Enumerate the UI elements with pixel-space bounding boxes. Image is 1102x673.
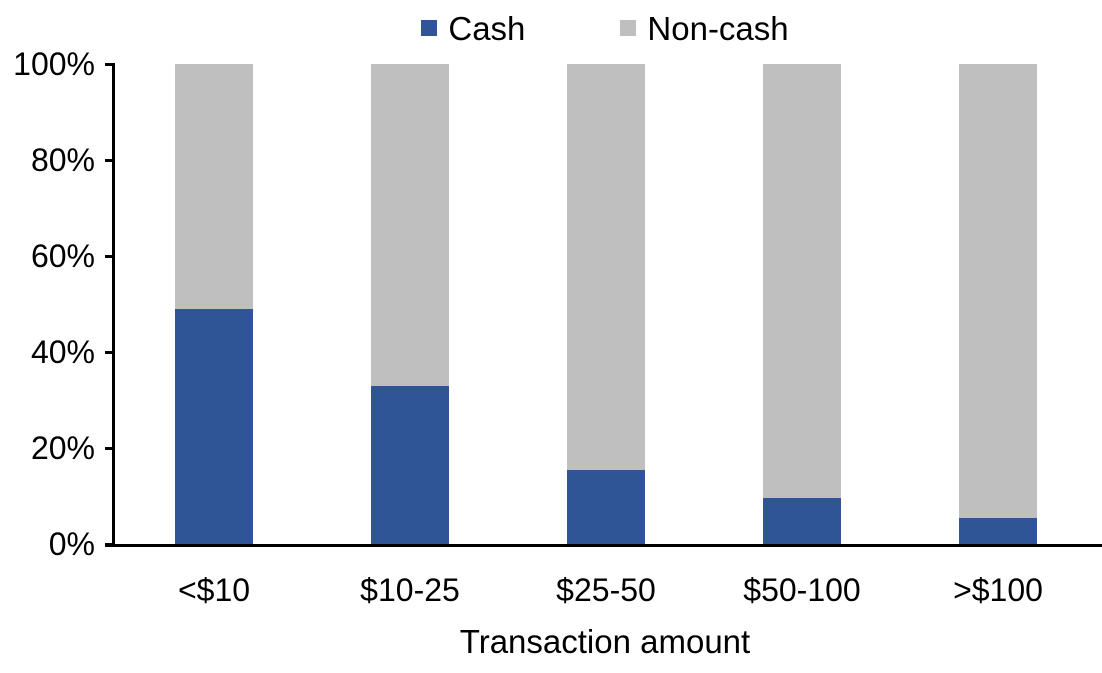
- legend-item-noncash: Non-cash: [620, 9, 789, 47]
- y-tick-label: 20%: [30, 430, 95, 466]
- y-tick-label: 0%: [48, 526, 95, 562]
- y-tick-label: 100%: [13, 46, 95, 82]
- chart-legend: Cash Non-cash: [114, 8, 1096, 48]
- y-tick-mark: [105, 255, 114, 258]
- x-tick-label: $50-100: [743, 572, 861, 608]
- x-tick-label: $25-50: [556, 572, 656, 608]
- x-tick-label: >$100: [953, 572, 1043, 608]
- noncash-legend-swatch: [620, 20, 637, 36]
- bar-segment-non-cash-3: [763, 64, 841, 499]
- bar-segment-non-cash-4: [959, 64, 1037, 518]
- bar-segment-cash-3: [763, 498, 841, 544]
- y-tick-label: 40%: [30, 334, 95, 370]
- bar-segment-cash-2: [567, 469, 645, 544]
- y-tick-label: 80%: [30, 142, 95, 178]
- cash-legend-swatch: [421, 20, 438, 36]
- y-tick-label: 60%: [30, 238, 95, 274]
- noncash-legend-label: Non-cash: [647, 9, 789, 47]
- x-axis-title: Transaction amount: [459, 623, 751, 660]
- y-tick-mark: [105, 447, 114, 450]
- bar-segment-cash-1: [371, 385, 449, 544]
- legend-item-cash: Cash: [421, 12, 525, 45]
- bar-segment-cash-4: [959, 517, 1037, 544]
- bar-segment-non-cash-2: [567, 64, 645, 470]
- y-axis-line: [112, 63, 115, 547]
- y-tick-mark: [105, 63, 114, 66]
- y-tick-mark: [105, 351, 114, 354]
- bar-segment-cash-0: [175, 308, 253, 544]
- x-axis-line: [105, 544, 1102, 547]
- y-tick-mark: [105, 159, 114, 162]
- x-tick-label: <$10: [177, 572, 251, 608]
- x-tick-label: $10-25: [360, 572, 460, 608]
- bar-segment-non-cash-0: [175, 64, 253, 309]
- cash-legend-label: Cash: [448, 9, 526, 47]
- bar-segment-non-cash-1: [371, 64, 449, 386]
